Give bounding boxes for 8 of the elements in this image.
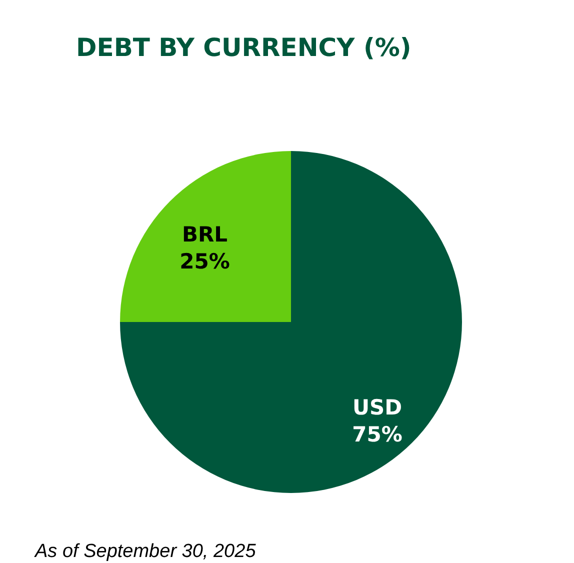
data-label: 75% xyxy=(352,422,402,446)
slice-label: BRL xyxy=(182,222,228,247)
chart-title: DEBT BY CURRENCY (%) xyxy=(76,33,412,62)
pie-slice xyxy=(120,151,291,322)
text: As of September 30, 2025 xyxy=(34,541,256,562)
slice-label: USD xyxy=(352,395,402,420)
data-label: 25% xyxy=(180,250,230,274)
pie-slice xyxy=(120,151,462,493)
